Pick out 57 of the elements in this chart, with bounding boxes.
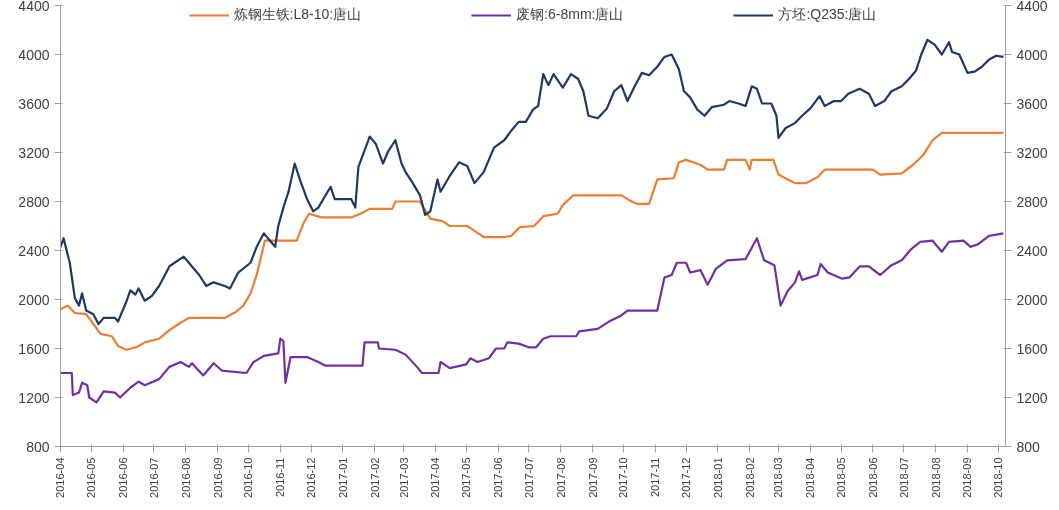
- y2-tick-label: 3200: [1016, 144, 1048, 161]
- x-tick-label: 2017-07: [522, 457, 535, 498]
- x-tick-label: 2018-07: [897, 457, 910, 498]
- x-tick-label: 2017-01: [336, 457, 349, 498]
- y2-tick-label: 3600: [1016, 95, 1048, 112]
- y2-tick-label: 2800: [1016, 193, 1048, 210]
- y-tick-label: 2000: [18, 291, 50, 308]
- x-tick-label: 2017-04: [429, 457, 442, 498]
- y2-tick-label: 2400: [1016, 242, 1048, 259]
- x-tick-label: 2016-04: [54, 457, 67, 498]
- x-tick-label: 2018-03: [772, 457, 785, 498]
- x-tick-label: 2016-08: [179, 457, 192, 498]
- y-tick-label: 2400: [18, 242, 50, 259]
- line-series: [60, 38, 1005, 326]
- x-tick-label: 2016-10: [242, 457, 255, 498]
- x-tick-label: 2018-02: [743, 457, 756, 498]
- y-tick-label: 2800: [18, 193, 50, 210]
- y2-tick-label: 800: [1016, 438, 1041, 455]
- x-tick-label: 2018-10: [992, 457, 1005, 498]
- x-tick-label: 2017-06: [492, 457, 505, 498]
- y-tick-label: 3600: [18, 95, 50, 112]
- y-tick-label: 4400: [18, 0, 50, 14]
- y-tick-label: 800: [26, 438, 50, 455]
- x-tick-label: 2017-09: [586, 457, 599, 498]
- x-tick-label: 2018-05: [835, 457, 848, 498]
- x-tick-label: 2017-10: [617, 457, 630, 498]
- x-tick-label: 2017-03: [397, 457, 410, 498]
- y2-tick-label: 1600: [1016, 340, 1048, 357]
- x-tick-label: 2017-05: [460, 457, 473, 498]
- x-tick-label: 2018-01: [711, 457, 724, 498]
- y-tick-label: 1600: [18, 340, 50, 357]
- y2-tick-label: 4000: [1016, 46, 1048, 63]
- x-tick-label: 2017-12: [680, 457, 693, 498]
- x-tick-label: 2017-11: [649, 457, 662, 498]
- legend-label: 方坯:Q235:唐山: [778, 6, 877, 24]
- line-series: [60, 232, 1005, 404]
- x-tick-label: 2016-11: [274, 457, 287, 498]
- line-series: [60, 131, 1005, 351]
- y-tick-label: 3200: [18, 144, 50, 161]
- y2-tick-label: 4400: [1016, 0, 1048, 14]
- legend-label: 炼钢生铁:L8-10:唐山: [233, 6, 362, 24]
- y2-tick-label: 2000: [1016, 291, 1048, 308]
- x-tick-label: 2016-06: [117, 457, 130, 498]
- y-tick-label: 1200: [18, 389, 50, 406]
- x-tick-label: 2018-08: [929, 457, 942, 498]
- x-tick-label: 2016-09: [211, 457, 224, 498]
- x-tick-label: 2018-06: [866, 457, 879, 498]
- x-tick-label: 2018-04: [804, 457, 817, 498]
- x-tick-label: 2018-09: [961, 457, 974, 498]
- x-tick-label: 2017-08: [554, 457, 567, 498]
- y-tick-label: 4000: [18, 46, 50, 63]
- x-tick-label: 2016-12: [305, 457, 318, 498]
- x-tick-label: 2016-07: [147, 457, 160, 498]
- x-tick-label: 2016-05: [85, 457, 98, 498]
- legend-label: 废钢:6-8mm:唐山: [516, 6, 624, 24]
- x-tick-label: 2017-02: [368, 457, 381, 498]
- y2-tick-label: 1200: [1016, 389, 1048, 406]
